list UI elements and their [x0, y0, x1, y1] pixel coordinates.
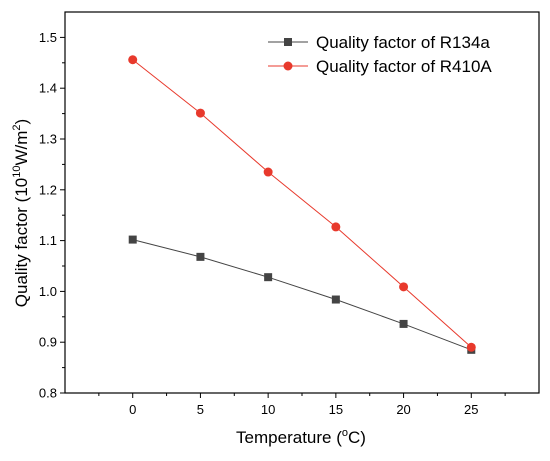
x-axis-title-degree: o [342, 427, 348, 439]
x-axis-title: Temperature (oC) [236, 427, 366, 447]
x-tick-label: 5 [197, 402, 204, 417]
y-axis-title: Quality factor (1010W/m2) [11, 119, 31, 307]
y-axis-title-unit-exp: 2 [11, 124, 23, 130]
legend-label-r410a: Quality factor of R410A [316, 57, 492, 76]
legend-marker-circle [283, 61, 293, 71]
y-tick-label: 1.4 [39, 81, 57, 96]
data-point-r134a [331, 295, 340, 304]
series-line-r134a [132, 239, 472, 351]
x-tick-label: 20 [396, 402, 410, 417]
legend-item-r134a: Quality factor of R134a [268, 33, 490, 52]
x-axis-title-main: Temperature ( [236, 428, 342, 447]
x-axis-title-unit: C) [348, 428, 366, 447]
data-point-r410a [331, 222, 341, 232]
data-point-r134a [399, 319, 408, 328]
legend-label-r134a: Quality factor of R134a [316, 33, 490, 52]
y-tick-label: 1.5 [39, 30, 57, 45]
series-line-r410a [132, 59, 472, 348]
legend: Quality factor of R134a Quality factor o… [268, 33, 492, 76]
data-point-r410a [128, 55, 138, 65]
y-axis-title-close: ) [12, 119, 31, 125]
data-point-r134a [264, 273, 273, 282]
y-axis-title-main: Quality factor (10 [12, 178, 31, 307]
data-point-r134a [128, 235, 137, 244]
series-r134a [128, 235, 476, 354]
x-tick-label: 10 [261, 402, 275, 417]
y-tick-label: 1.2 [39, 182, 57, 197]
y-tick-label: 1.1 [39, 233, 57, 248]
y-tick-label: 0.9 [39, 335, 57, 350]
y-tick-label: 0.8 [39, 386, 57, 401]
x-tick-label: 0 [129, 402, 136, 417]
legend-item-r410a: Quality factor of R410A [268, 57, 492, 76]
data-point-r134a [196, 252, 205, 261]
data-point-r410a [263, 167, 273, 177]
legend-marker-square [284, 38, 292, 46]
data-point-r410a [466, 342, 476, 352]
y-tick-label: 1.3 [39, 132, 57, 147]
axis-ticks: 0 5 10 15 20 25 0.8 0.9 1.0 1.1 1.2 1.3 1.4 1.5 [39, 30, 506, 417]
series-layer [128, 55, 476, 354]
y-axis-title-unit: W/m [12, 131, 31, 166]
y-tick-label: 1.0 [39, 284, 57, 299]
x-tick-label: 25 [464, 402, 478, 417]
data-point-r410a [399, 282, 409, 292]
y-axis-title-exp: 10 [11, 166, 23, 178]
series-r410a [128, 55, 476, 352]
data-point-r410a [195, 108, 205, 118]
x-tick-label: 15 [329, 402, 343, 417]
